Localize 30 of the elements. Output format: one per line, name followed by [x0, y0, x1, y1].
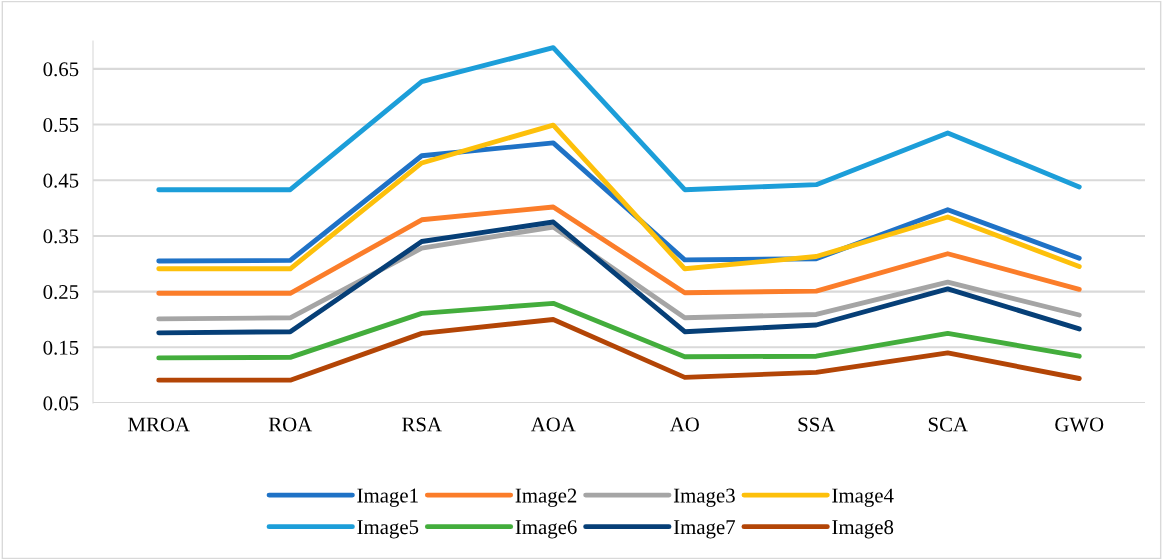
y-tick-label: 0.45 — [43, 173, 79, 188]
x-tick-label: MROA — [128, 417, 190, 432]
legend-label: Image7 — [673, 520, 736, 539]
y-tick-label: 0.35 — [43, 229, 79, 244]
legend-label: Image3 — [673, 488, 735, 507]
legend-label: Image2 — [515, 488, 577, 507]
y-tick-label: 0.15 — [43, 340, 79, 355]
line-series — [156, 122, 1082, 272]
legend-label: Image8 — [832, 520, 894, 539]
line-series — [156, 300, 1082, 361]
y-tick-label: 0.65 — [43, 62, 79, 77]
x-tick-label: SSA — [798, 417, 836, 432]
x-tick-label: AO — [669, 417, 699, 432]
y-tick-label: 0.55 — [43, 117, 79, 133]
y-tick-label: 0.25 — [43, 284, 79, 300]
y-tick-label: 0.05 — [43, 396, 79, 411]
legend-label: Image6 — [515, 520, 577, 539]
x-tick-label: SCA — [928, 417, 968, 432]
x-tick-label: RSA — [402, 417, 442, 432]
line-series — [156, 224, 1082, 322]
x-tick-label: GWO — [1055, 417, 1104, 432]
legend-label: Image4 — [832, 488, 894, 507]
line-series — [156, 219, 1082, 336]
line-series — [156, 204, 1082, 296]
legend-label: Image5 — [357, 520, 419, 539]
x-tick-label: AOA — [530, 417, 576, 432]
legend-label: Image1 — [357, 488, 418, 507]
x-tick-label: ROA — [268, 417, 313, 432]
line-series — [156, 317, 1082, 383]
line-series — [156, 45, 1082, 193]
